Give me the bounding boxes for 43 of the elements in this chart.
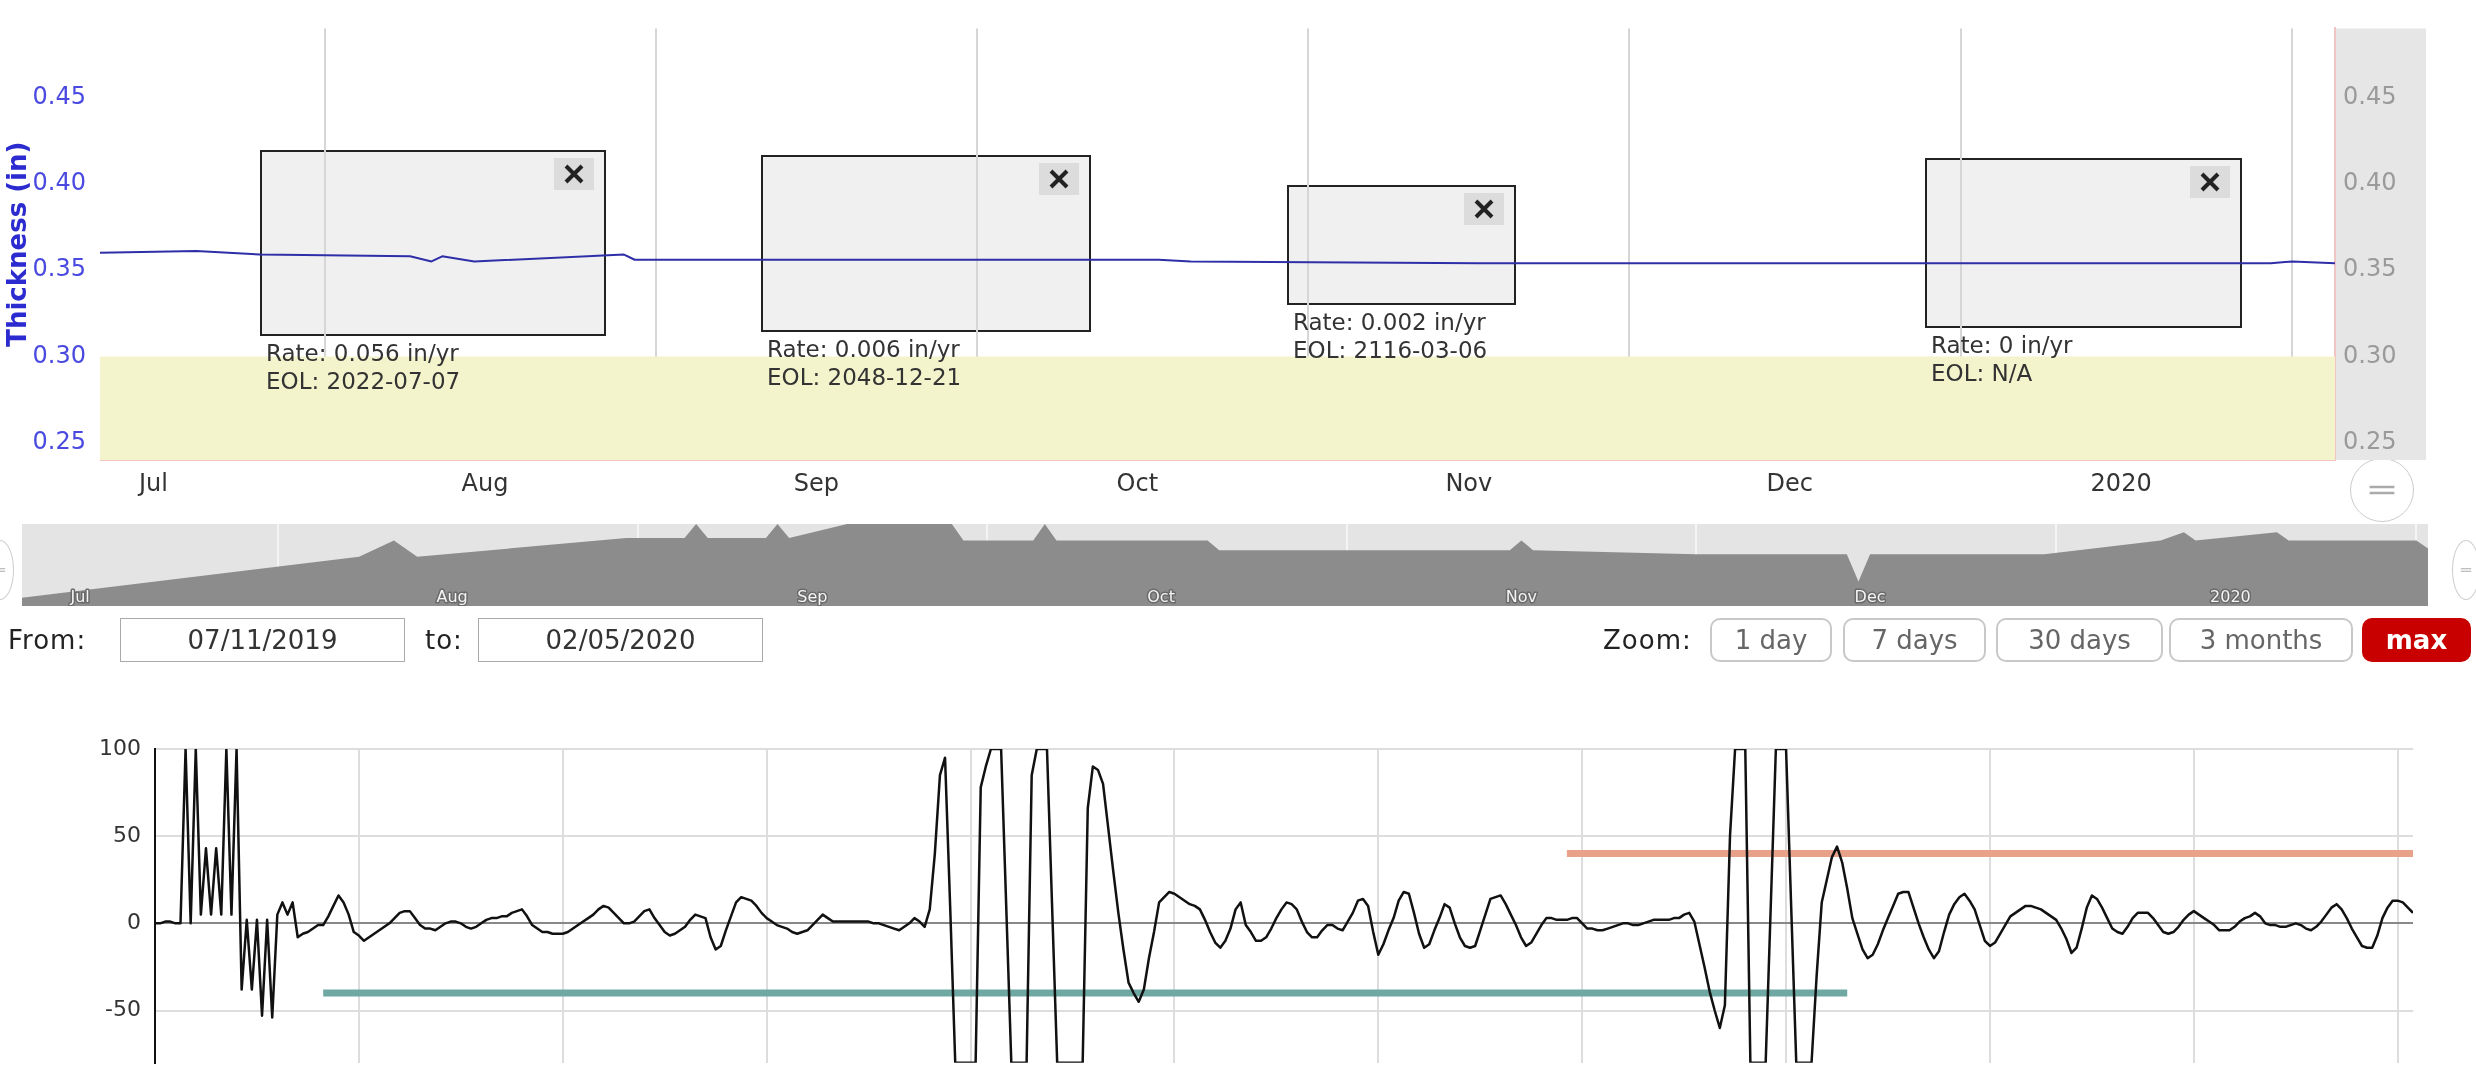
text: 07/11/2019 <box>120 618 405 662</box>
x-tick-label: Dec <box>1766 468 1813 497</box>
text: 3 months <box>2169 618 2353 662</box>
x-tick-label: Sep <box>793 468 840 497</box>
y-axis-title: Thickness (in) <box>2 141 33 347</box>
y-tick-label: 0.25 <box>32 426 86 455</box>
text: to: <box>425 624 463 657</box>
y-tick-label: 0.40 <box>32 168 86 197</box>
y2-tick-label: 0.40 <box>2343 168 2397 197</box>
text: 1 day <box>1710 618 1832 662</box>
annotation: Rate: 0 in/yr EOL: N/A <box>1931 332 2074 387</box>
x-tick-label: Jul <box>69 587 90 607</box>
x-tick-label: Aug <box>436 587 468 607</box>
y2-tick-label: 0.45 <box>2343 81 2397 110</box>
x-tick-label: Nov <box>1445 468 1493 497</box>
annotation: Rate: 0.006 in/yr EOL: 2048-12-21 <box>767 336 962 391</box>
annotation: Rate: 0.002 in/yr EOL: 2116-03-06 <box>1293 309 1488 364</box>
text: 7 days <box>1843 618 1986 662</box>
y2-tick-label: 0.30 <box>2343 340 2397 369</box>
x-tick-label: Oct <box>1116 468 1159 497</box>
x-tick-label: 2020 <box>2090 468 2152 497</box>
text: From: <box>8 624 87 657</box>
annotation: Rate: 0.056 in/yr EOL: 2022-07-07 <box>266 340 461 395</box>
x-tick-label: Jul <box>136 468 168 497</box>
y2-tick-label: 0.25 <box>2343 426 2397 455</box>
text: 02/05/2020 <box>478 618 763 662</box>
x-tick-label: Dec <box>1854 587 1886 607</box>
y-tick-label: 100 <box>99 734 141 760</box>
x-tick-label: Sep <box>797 587 828 607</box>
x-tick-label: Oct <box>1147 587 1175 607</box>
text: max <box>2362 618 2471 662</box>
x-tick-label: Nov <box>1505 587 1538 607</box>
text: 30 days <box>1996 618 2163 662</box>
x-tick-label: 2020 <box>2210 587 2251 607</box>
x-tick-label: Aug <box>461 468 509 497</box>
y-tick-label: -50 <box>105 996 141 1022</box>
y-tick-label: 0.45 <box>32 81 86 110</box>
y2-tick-label: 0.35 <box>2343 254 2397 283</box>
y-tick-label: 50 <box>113 821 141 847</box>
text: Zoom: <box>1603 624 1692 657</box>
y-tick-label: 0.30 <box>32 340 86 369</box>
y-tick-label: 0 <box>127 909 141 935</box>
y-tick-label: 0.35 <box>32 254 86 283</box>
